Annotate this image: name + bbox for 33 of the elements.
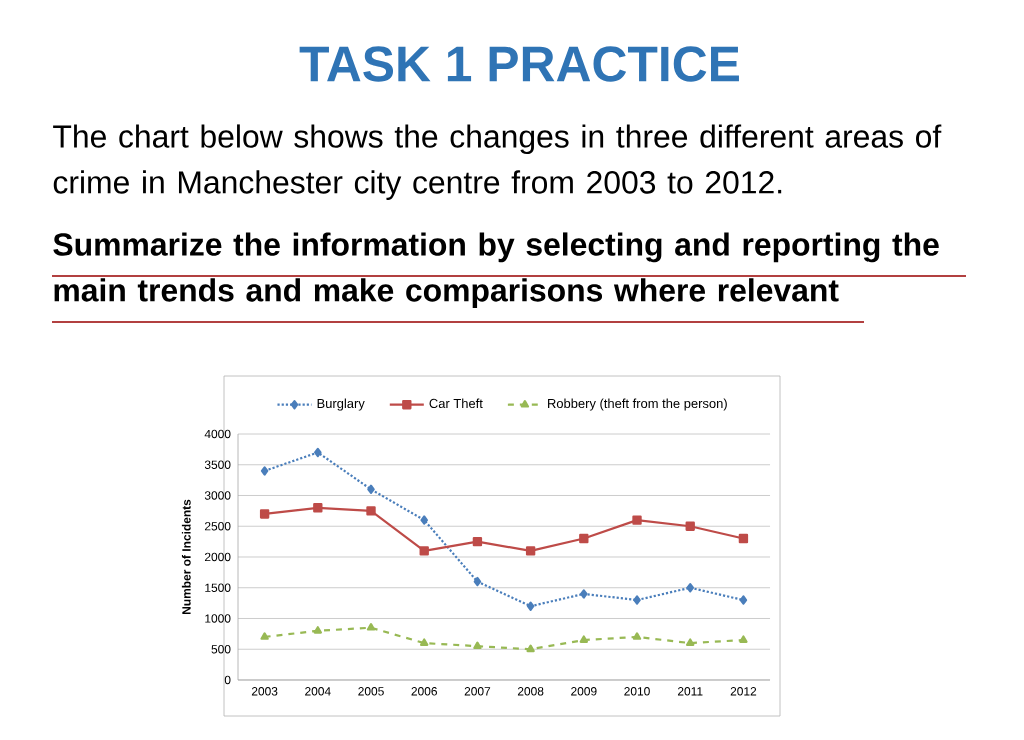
point: [419, 546, 429, 556]
point: [633, 595, 641, 605]
point: [260, 466, 269, 476]
point: [526, 601, 535, 611]
point: [420, 515, 429, 525]
point: [420, 638, 429, 646]
point: [632, 632, 642, 640]
point: [314, 447, 322, 458]
point: [685, 521, 695, 531]
text: The chart below shows the changes in three different areas of crime in Manchester city centre from 2003 to 2012.: [53, 124, 942, 200]
point: [472, 536, 483, 547]
point: [260, 632, 269, 640]
point: [367, 484, 375, 495]
point: [366, 506, 376, 516]
point: [579, 635, 589, 643]
chart-title: TASK 1 PRACTICE: [299, 46, 739, 82]
point: [632, 515, 642, 525]
point: [686, 638, 695, 646]
point: [313, 626, 323, 634]
point: [579, 533, 589, 544]
point: [525, 546, 536, 556]
point: [739, 635, 748, 643]
point: [259, 509, 270, 519]
point: [739, 595, 748, 605]
point: [473, 641, 482, 650]
point: [738, 533, 749, 544]
point: [686, 583, 695, 593]
point: [313, 503, 323, 513]
text: Summarize the information by selecting and reporting the main trends and make comparisons where relevant: [53, 232, 939, 308]
point: [526, 644, 535, 653]
point: [366, 623, 376, 631]
point: [580, 589, 588, 599]
point: [473, 576, 482, 587]
